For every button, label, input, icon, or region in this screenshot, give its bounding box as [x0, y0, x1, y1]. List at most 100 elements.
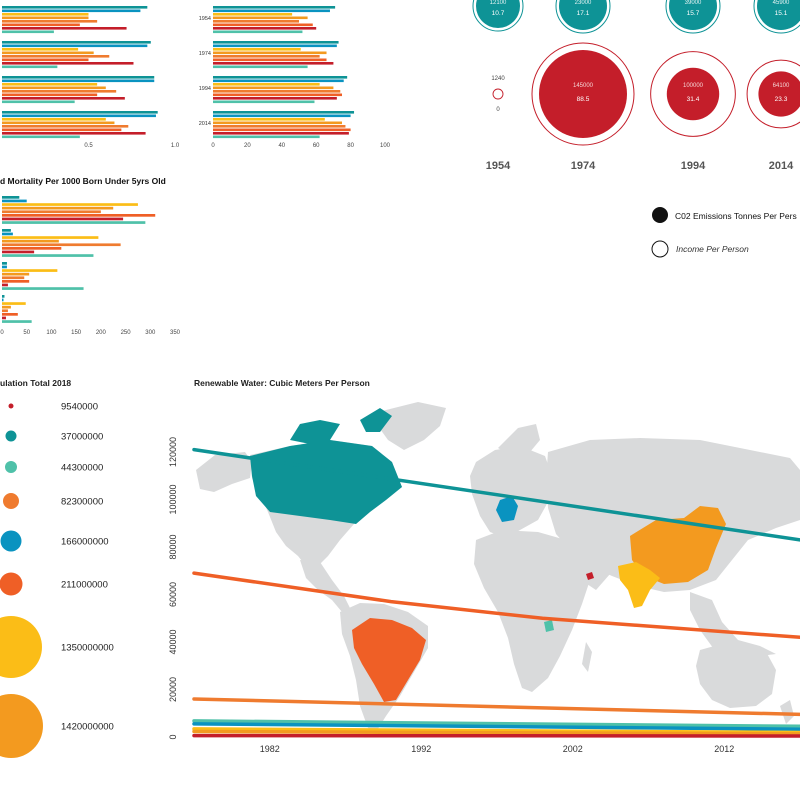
- water-x-tick-label: 1992: [411, 744, 431, 754]
- income-ring: [472, 0, 524, 32]
- panel2-bar: [213, 114, 351, 118]
- water-y-tick-label: 20000: [168, 677, 178, 702]
- panel1-bar: [2, 79, 155, 83]
- panel1-bar: [2, 30, 54, 34]
- population-value-label: 1350000000: [61, 643, 114, 654]
- panel2-bar: [213, 48, 301, 51]
- year-label: 1994: [681, 160, 706, 172]
- year-label: 1954: [486, 160, 511, 172]
- population-title: ulation Total 2018: [0, 378, 71, 388]
- panel1-bar: [2, 125, 129, 128]
- panel2-bar: [213, 111, 355, 114]
- population-bubble: [3, 493, 19, 509]
- mortality-bar: [2, 229, 11, 232]
- mortality-chart: 0 50 100 150 200 250 300 350 d Mortality Per 100…: [0, 176, 181, 336]
- panel1-bar: [2, 23, 80, 27]
- water-series-line: [192, 447, 800, 542]
- panel2-bar: [213, 121, 342, 125]
- panel1-bar: [2, 135, 80, 139]
- mortality-tick-label: 300: [145, 330, 156, 336]
- water-series-line: [192, 571, 800, 640]
- land-europe: [470, 446, 552, 538]
- panel1-bar: [2, 121, 115, 125]
- mortality-bar: [2, 236, 99, 239]
- year-label: 1974: [571, 160, 596, 172]
- panel1-bar: [2, 83, 98, 86]
- land-greenland: [378, 402, 446, 450]
- panel2-bar: [213, 13, 293, 16]
- panel2-category-label: 1974: [199, 51, 211, 57]
- land-alaska: [196, 452, 252, 492]
- panel2-tick-label: 0: [211, 143, 215, 149]
- panel1-bar: [2, 65, 58, 69]
- water-x-tick-label: 2012: [714, 744, 734, 754]
- panel2-tick-label: 80: [347, 143, 354, 149]
- co2-bubble: [669, 0, 717, 30]
- income-value-label: 39000: [685, 0, 702, 6]
- mortality-bar: [2, 254, 94, 257]
- water-y-tick-label: 0: [168, 734, 178, 739]
- panel2-bar: [213, 128, 351, 132]
- income-ring: [650, 51, 736, 137]
- legend-income-label: Income Per Person: [676, 244, 749, 254]
- co2-value-label: 0: [496, 107, 500, 113]
- panel1-bar: [2, 51, 94, 55]
- mortality-bar: [2, 302, 26, 305]
- land-central-america: [300, 560, 350, 612]
- country-canada: [250, 408, 402, 524]
- land-australia: [696, 640, 776, 708]
- population-chart: ulation Total 2018 9540000 37000000 4430000…: [0, 378, 114, 758]
- mortality-bar: [2, 280, 30, 283]
- mortality-bar: [2, 305, 11, 309]
- mortality-bar: [2, 269, 58, 272]
- mortality-bar: [2, 243, 121, 247]
- income-value-label: 1240: [491, 76, 505, 82]
- mortality-bar: [2, 203, 138, 206]
- panel1-bar: [2, 44, 148, 48]
- co2-bubble: [758, 71, 800, 117]
- panel1-bar: [2, 111, 158, 114]
- panel2-bar: [213, 58, 327, 62]
- co2-bubble: [757, 0, 800, 30]
- legend-income-swatch: [651, 240, 669, 258]
- panel2-bar: [213, 125, 346, 128]
- co2-bubble: [476, 0, 520, 28]
- year-label: 2014: [769, 160, 794, 172]
- population-value-label: 211000000: [61, 580, 108, 591]
- water-series-line: [192, 719, 800, 729]
- panel1-bar: [2, 93, 98, 97]
- panel1-bar: [2, 41, 151, 44]
- population-value-label: 166000000: [61, 537, 109, 548]
- panel2-bar: [213, 51, 327, 55]
- mortality-bar: [2, 210, 101, 214]
- panel1-bar: [2, 128, 122, 132]
- panel1-bar: [2, 90, 117, 93]
- panel2-bar: [213, 23, 313, 27]
- income-value-label: 45900: [773, 0, 790, 6]
- bubbles-chart: 12100 10.7 23000 17.1 39000 15.7 45900 15.1 1240…: [472, 0, 800, 258]
- mortality-bar: [2, 283, 8, 287]
- mortality-tick-label: 0: [0, 330, 4, 336]
- co2-bubble: [539, 50, 627, 138]
- mortality-bar: [2, 316, 6, 320]
- mortality-tick-label: 350: [170, 330, 181, 336]
- panel1-bar: [2, 27, 127, 30]
- mortality-bar: [2, 196, 20, 199]
- mortality-bar: [2, 262, 7, 265]
- panel2-bar: [213, 135, 320, 139]
- country-india: [618, 562, 660, 608]
- population-bubble: [0, 694, 43, 758]
- population-value-label: 9540000: [61, 402, 98, 413]
- mortality-tick-label: 250: [121, 330, 132, 336]
- panel1-tick-label: 0.5: [84, 143, 93, 149]
- mortality-bar: [2, 298, 4, 302]
- panel2-bar: [213, 90, 341, 93]
- panel2-bar: [213, 86, 334, 90]
- panel1-bar: [2, 20, 98, 23]
- mortality-tick-label: 200: [96, 330, 107, 336]
- panel2-bar: [213, 132, 349, 135]
- income-value-label: 23000: [575, 0, 592, 6]
- panel2-bar: [213, 100, 315, 104]
- income-value-label: 12100: [490, 0, 507, 6]
- panel1-bar: [2, 100, 75, 104]
